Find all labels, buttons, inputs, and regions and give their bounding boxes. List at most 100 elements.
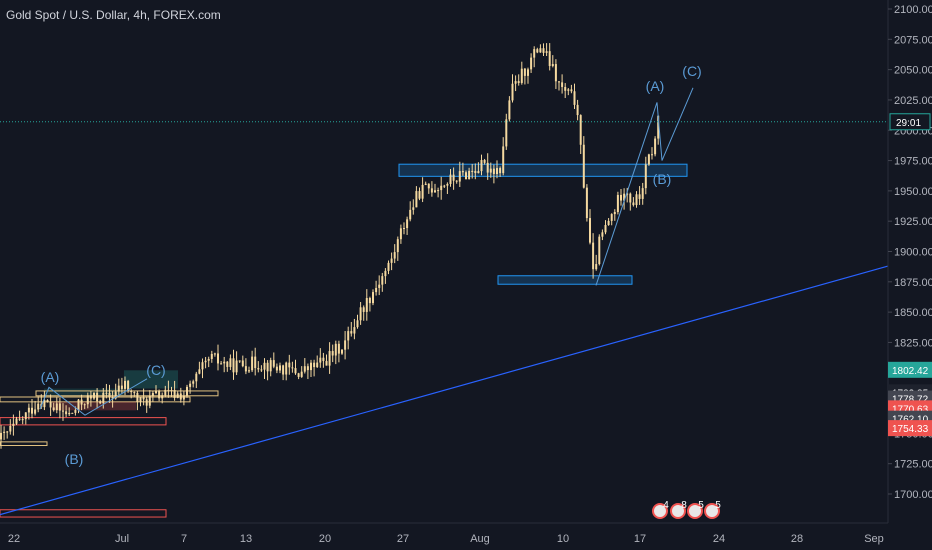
candle-body xyxy=(291,367,294,369)
wave-label: (B) xyxy=(653,171,672,187)
candle-body xyxy=(310,362,312,371)
candle-body xyxy=(604,225,607,233)
candle-body xyxy=(195,373,198,382)
wave-label: (C) xyxy=(146,362,165,378)
candle-body xyxy=(399,228,402,240)
price-labels: 29:011802.421783.851778.721770.631762.10… xyxy=(888,113,932,437)
candle-body xyxy=(573,91,576,105)
candle-body xyxy=(585,187,588,219)
candle-body xyxy=(241,360,244,367)
candle-body xyxy=(161,395,164,399)
candle-body xyxy=(306,366,309,371)
candle-body xyxy=(260,369,263,371)
candle-body xyxy=(486,162,489,173)
candle-body xyxy=(372,292,374,304)
candle-body xyxy=(474,170,477,174)
candle-body xyxy=(238,360,241,362)
y-tick-label: 1925.00 xyxy=(894,216,932,228)
candle-body xyxy=(375,287,378,293)
candle-body xyxy=(651,154,653,156)
x-axis: 22 Jul 7 13 20 27 Aug 10 17 24 28 Sep xyxy=(0,522,888,545)
candle-body xyxy=(477,171,480,174)
candle-body xyxy=(505,119,508,147)
y-tick-label: 1725.00 xyxy=(894,459,932,471)
candle-body xyxy=(89,395,92,399)
candle-body xyxy=(65,411,68,415)
candle-body xyxy=(589,218,591,243)
candle-body xyxy=(244,366,247,372)
candle-body xyxy=(186,386,188,396)
candle-body xyxy=(176,393,179,398)
candle-body xyxy=(427,183,430,189)
red-zone-small xyxy=(52,401,136,411)
candle-body xyxy=(638,194,641,199)
candle-body xyxy=(418,191,421,199)
candle-body xyxy=(12,423,15,426)
candle-body xyxy=(502,146,505,174)
candle-body xyxy=(353,327,356,334)
y-tick-label: 1875.00 xyxy=(894,277,932,289)
candle-body xyxy=(263,362,266,370)
event-badge-count: 5 xyxy=(698,500,704,511)
drawings: (A) (B) (C) (A) (B) (C) xyxy=(0,63,889,516)
candle-body xyxy=(288,362,291,368)
candle-body xyxy=(328,351,331,366)
x-tick-label: 7 xyxy=(181,533,187,545)
x-tick-label: 13 xyxy=(240,533,252,545)
candle-body xyxy=(151,393,154,396)
candle-body xyxy=(68,412,71,415)
candle-body xyxy=(279,365,281,371)
candle-body xyxy=(533,49,536,58)
candle-body xyxy=(86,395,89,405)
candle-body xyxy=(254,356,257,369)
candle-body xyxy=(548,51,551,67)
candle-body xyxy=(446,183,449,186)
candle-body xyxy=(582,144,585,188)
candle-body xyxy=(74,410,77,413)
candle-body xyxy=(517,81,520,83)
x-tick-label: Sep xyxy=(864,533,884,545)
candle-body xyxy=(182,395,185,400)
candle-body xyxy=(133,392,136,394)
candle-body xyxy=(127,380,130,391)
chart-title: Gold Spot / U.S. Dollar, 4h, FOREX.com xyxy=(6,8,221,22)
candle-body xyxy=(424,183,427,185)
price-label-bg xyxy=(888,361,932,378)
x-tick-label: Aug xyxy=(470,533,490,545)
candle-body xyxy=(272,360,275,367)
candle-body xyxy=(334,343,337,356)
event-badge-icon xyxy=(704,503,720,519)
event-badge-count: 4 xyxy=(663,500,669,511)
price-label: 1802.42 xyxy=(892,366,929,377)
candle-body xyxy=(620,194,622,201)
countdown-badge xyxy=(889,113,931,131)
support-zone xyxy=(497,275,633,285)
candle-body xyxy=(319,357,322,363)
candle-body xyxy=(37,403,40,410)
candle-body xyxy=(499,168,502,174)
candle-body xyxy=(229,358,232,367)
candle-body xyxy=(173,389,176,398)
price-label-bg xyxy=(888,420,932,437)
y-tick-label: 1950.00 xyxy=(894,186,932,198)
candle-body xyxy=(71,412,74,414)
candle-body xyxy=(145,399,148,406)
candle-body xyxy=(316,362,319,368)
candle-body xyxy=(344,340,347,350)
candle-body xyxy=(21,419,24,421)
candle-body xyxy=(458,171,461,182)
candle-body xyxy=(294,368,297,374)
candle-body xyxy=(266,362,269,372)
x-tick-label: 10 xyxy=(557,533,569,545)
y-tick-label: 2050.00 xyxy=(894,65,932,77)
candle-body xyxy=(536,49,539,53)
x-tick-label: Jul xyxy=(115,533,129,545)
candle-body xyxy=(613,212,616,215)
wave-label: (B) xyxy=(65,451,84,467)
candle-body xyxy=(542,48,545,53)
candle-body xyxy=(155,391,157,394)
candle-body xyxy=(192,381,195,384)
candle-body xyxy=(365,298,368,312)
candle-body xyxy=(443,185,446,187)
